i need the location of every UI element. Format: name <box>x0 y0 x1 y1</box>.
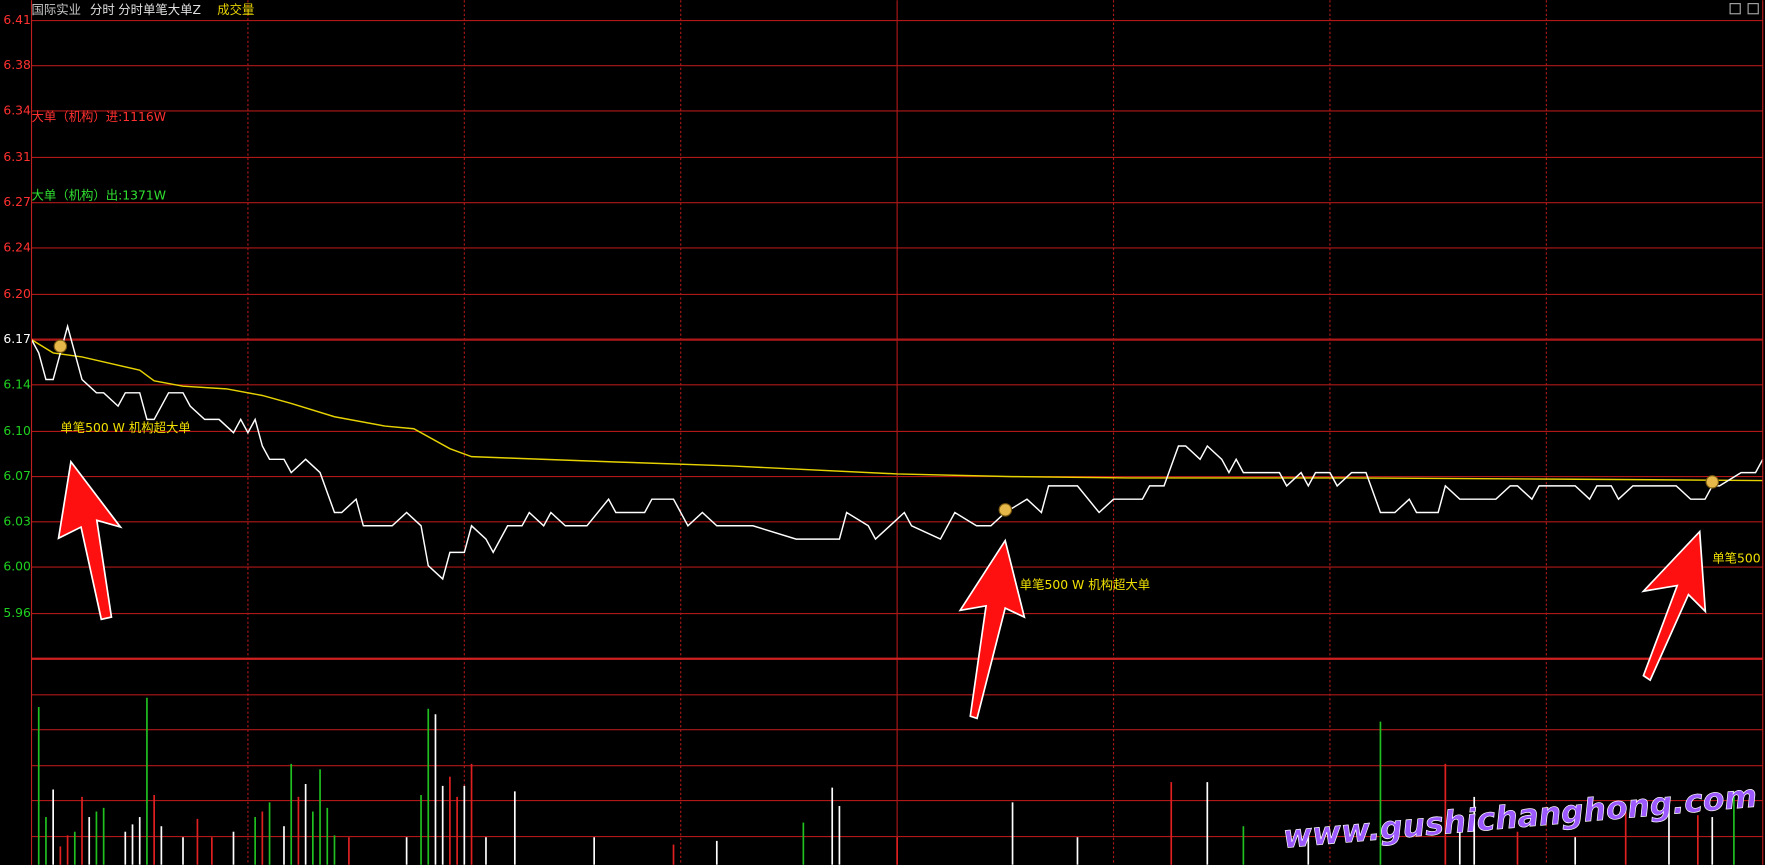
y-tick-label: 6.34 <box>3 103 31 117</box>
big-order-marker <box>998 503 1013 517</box>
marker-bag <box>1705 475 1720 489</box>
indicator: 大单（机构）进:1116W <box>32 109 167 124</box>
y-tick-label: 5.96 <box>3 606 31 620</box>
marker-bag <box>53 339 68 354</box>
big-order-marker <box>1705 475 1720 489</box>
stock-name: 国际实业 <box>32 2 82 17</box>
y-tick-label: 6.03 <box>3 514 31 528</box>
marker-bag <box>998 503 1013 517</box>
zoom-button[interactable] <box>1729 3 1741 15</box>
indicator: 大单（机构）出:1371W <box>32 188 167 203</box>
header-item: 分时单笔大单Z <box>118 2 201 17</box>
y-tick-label: 6.24 <box>3 240 31 254</box>
average-line <box>31 339 1763 482</box>
arrow <box>1641 529 1707 682</box>
y-tick-label: 6.41 <box>3 13 31 27</box>
volume-panel <box>37 697 1735 865</box>
volume-label: 成交量 <box>217 2 254 17</box>
price-line <box>30 323 1764 581</box>
y-tick-label: 6.20 <box>3 287 31 301</box>
y-tick-label: 6.00 <box>3 560 31 574</box>
arrow <box>958 538 1026 720</box>
arrows <box>57 459 1707 720</box>
y-tick-label: 6.27 <box>3 195 31 209</box>
y-tick-label: 6.14 <box>3 377 31 391</box>
y-tick-label: 6.10 <box>3 424 31 438</box>
y-tick-label: 6.07 <box>3 469 31 483</box>
y-tick-label: 6.38 <box>3 58 31 72</box>
window-button[interactable] <box>1747 3 1759 15</box>
y-tick-label: 6.17 <box>3 332 31 346</box>
big-order-marker <box>53 339 68 354</box>
annotation: 单笔500 W 机构超大单 <box>1020 577 1150 592</box>
header-item: 分时 <box>90 3 115 17</box>
y-tick-label: 6.31 <box>3 150 31 164</box>
annotation: 单笔500 <box>1712 551 1760 566</box>
annotation: 单笔500 W 机构超大单 <box>60 420 190 435</box>
arrow <box>57 459 123 621</box>
